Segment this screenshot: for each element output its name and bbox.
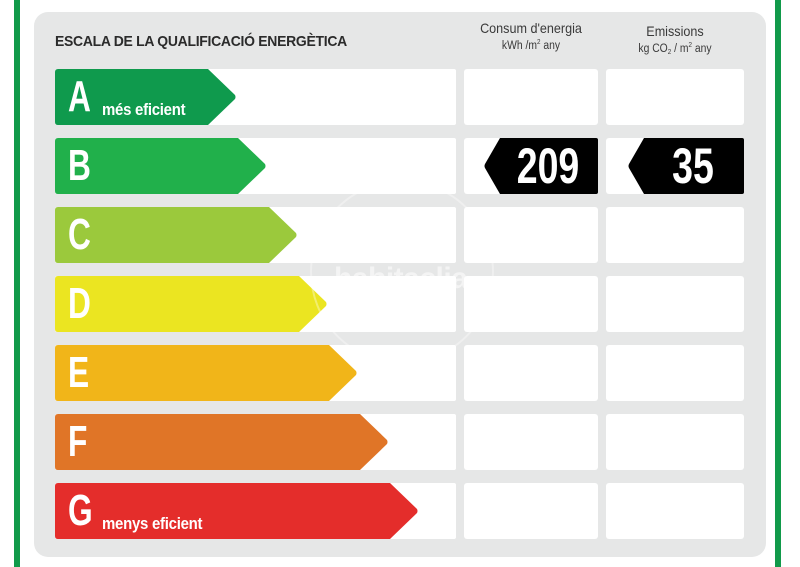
rating-description: menys eficient — [102, 514, 203, 533]
rating-letter: C — [68, 210, 91, 259]
frame-left-line — [14, 0, 20, 567]
emissions-column-header: Emissions kg CO2 / m2 any — [606, 23, 744, 56]
rating-letter: E — [68, 348, 90, 397]
consumption-indicator: 209 — [484, 138, 598, 194]
emissions-cell — [606, 69, 744, 125]
consumption-cell — [464, 69, 598, 125]
emissions-cell — [606, 276, 744, 332]
consumption-indicator-value: 209 — [516, 138, 580, 194]
consumption-label: Consum d'energia — [480, 20, 582, 36]
frame-right-line — [775, 0, 781, 567]
emissions-label: Emissions — [646, 23, 704, 39]
consumption-cell — [464, 414, 598, 470]
rating-letter: D — [68, 279, 91, 328]
consumption-cell — [464, 483, 598, 539]
rating-description: més eficient — [102, 100, 186, 119]
rating-arrow-c: C — [55, 207, 297, 263]
emissions-cell — [606, 345, 744, 401]
emissions-cell — [606, 414, 744, 470]
consumption-unit: kWh /m2 any — [501, 39, 561, 52]
rating-letter: A — [68, 72, 91, 121]
emissions-unit: kg CO2 / m2 any — [638, 42, 712, 56]
emissions-cell — [606, 483, 744, 539]
emissions-cell — [606, 207, 744, 263]
energy-scale-title: ESCALA DE LA QUALIFICACIÓ ENERGÈTICA — [55, 33, 347, 50]
consumption-cell — [464, 276, 598, 332]
rating-arrow-d: D — [55, 276, 327, 332]
rating-letter: B — [68, 141, 91, 190]
consumption-column-header: Consum d'energia kWh /m2 any — [464, 20, 598, 52]
consumption-cell — [464, 207, 598, 263]
rating-letter: G — [68, 486, 93, 535]
rating-arrow-f: F — [55, 414, 388, 470]
rating-arrow-b: B — [55, 138, 266, 194]
emissions-indicator: 35 — [628, 138, 744, 194]
rating-letter: F — [68, 417, 88, 466]
emissions-indicator-value: 35 — [672, 138, 714, 194]
consumption-cell — [464, 345, 598, 401]
rating-arrow-e: E — [55, 345, 357, 401]
